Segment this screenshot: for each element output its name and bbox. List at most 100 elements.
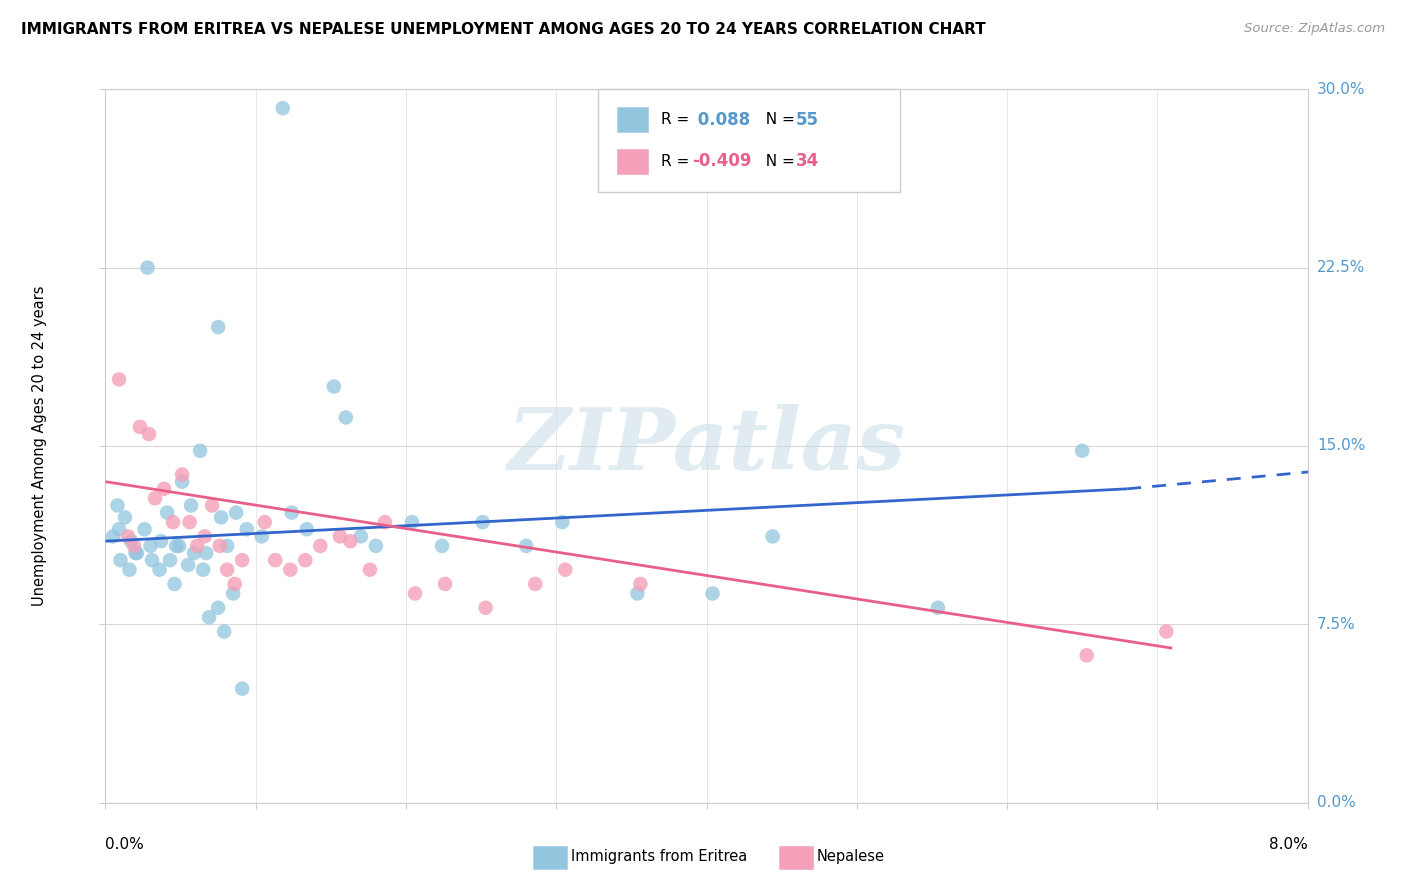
Text: Unemployment Among Ages 20 to 24 years: Unemployment Among Ages 20 to 24 years	[32, 285, 46, 607]
Point	[139, 539, 162, 553]
Point	[309, 539, 332, 553]
Point	[235, 522, 257, 536]
Point	[374, 515, 396, 529]
Point	[125, 546, 148, 560]
Point	[179, 515, 201, 529]
Text: 34: 34	[796, 153, 820, 170]
Point	[108, 372, 131, 386]
Text: 55: 55	[796, 111, 818, 128]
Text: N =: N =	[756, 112, 800, 128]
Point	[329, 529, 352, 543]
Point	[231, 553, 253, 567]
Point	[253, 515, 276, 529]
Point	[222, 586, 245, 600]
Text: Immigrants from Eritrea: Immigrants from Eritrea	[571, 849, 747, 863]
Point	[153, 482, 176, 496]
Point	[141, 553, 163, 567]
Point	[434, 577, 457, 591]
Point	[350, 529, 373, 543]
Point	[163, 577, 186, 591]
Point	[524, 577, 547, 591]
Point	[172, 467, 194, 482]
Point	[322, 379, 344, 393]
Text: R =: R =	[661, 112, 695, 128]
Text: 22.5%: 22.5%	[1317, 260, 1365, 275]
Point	[430, 539, 453, 553]
Point	[195, 546, 218, 560]
Point	[626, 586, 648, 600]
Point	[209, 510, 232, 524]
Point	[156, 506, 179, 520]
Point	[124, 546, 146, 560]
Point	[250, 529, 273, 543]
Point	[212, 624, 235, 639]
Point	[207, 600, 229, 615]
Text: 30.0%: 30.0%	[1317, 82, 1365, 96]
Point	[191, 563, 214, 577]
Point	[702, 586, 724, 600]
Point	[167, 539, 190, 553]
Point	[207, 320, 229, 334]
Text: R =: R =	[661, 153, 695, 169]
Point	[1076, 648, 1098, 663]
Text: 15.0%: 15.0%	[1317, 439, 1365, 453]
Text: 0.0%: 0.0%	[105, 837, 145, 852]
Point	[186, 539, 208, 553]
Point	[138, 427, 160, 442]
Point	[281, 506, 304, 520]
Text: Source: ZipAtlas.com: Source: ZipAtlas.com	[1244, 22, 1385, 36]
Point	[294, 553, 316, 567]
Text: -0.409: -0.409	[692, 153, 751, 170]
Point	[114, 510, 136, 524]
Point	[628, 577, 651, 591]
Text: N =: N =	[756, 153, 800, 169]
Point	[339, 534, 361, 549]
Point	[117, 529, 139, 543]
Point	[515, 539, 537, 553]
Point	[295, 522, 318, 536]
Text: Nepalese: Nepalese	[817, 849, 884, 863]
Text: 7.5%: 7.5%	[1317, 617, 1355, 632]
Text: 0.088: 0.088	[692, 111, 749, 128]
Point	[271, 101, 294, 115]
Point	[177, 558, 200, 572]
Point	[401, 515, 423, 529]
Point	[1156, 624, 1178, 639]
Point	[101, 529, 124, 543]
Point	[129, 420, 152, 434]
Point	[551, 515, 574, 529]
Text: ZIPatlas: ZIPatlas	[508, 404, 905, 488]
Point	[165, 539, 187, 553]
Point	[217, 563, 239, 577]
Point	[122, 539, 145, 553]
Point	[471, 515, 494, 529]
Point	[188, 443, 211, 458]
Point	[225, 506, 247, 520]
Point	[183, 546, 205, 560]
Point	[159, 553, 181, 567]
Point	[110, 553, 132, 567]
Point	[134, 522, 156, 536]
Point	[118, 563, 141, 577]
Point	[172, 475, 194, 489]
Point	[201, 499, 224, 513]
Point	[1071, 443, 1094, 458]
Point	[359, 563, 381, 577]
Text: 0.0%: 0.0%	[1317, 796, 1355, 810]
Point	[208, 539, 231, 553]
Text: IMMIGRANTS FROM ERITREA VS NEPALESE UNEMPLOYMENT AMONG AGES 20 TO 24 YEARS CORRE: IMMIGRANTS FROM ERITREA VS NEPALESE UNEM…	[21, 22, 986, 37]
Point	[762, 529, 785, 543]
Point	[927, 600, 949, 615]
Text: 8.0%: 8.0%	[1268, 837, 1308, 852]
Point	[264, 553, 287, 567]
Point	[404, 586, 426, 600]
Point	[198, 610, 221, 624]
Point	[107, 499, 129, 513]
Point	[474, 600, 496, 615]
Point	[194, 529, 217, 543]
Point	[278, 563, 301, 577]
Point	[554, 563, 576, 577]
Point	[150, 534, 173, 549]
Point	[108, 522, 131, 536]
Point	[364, 539, 387, 553]
